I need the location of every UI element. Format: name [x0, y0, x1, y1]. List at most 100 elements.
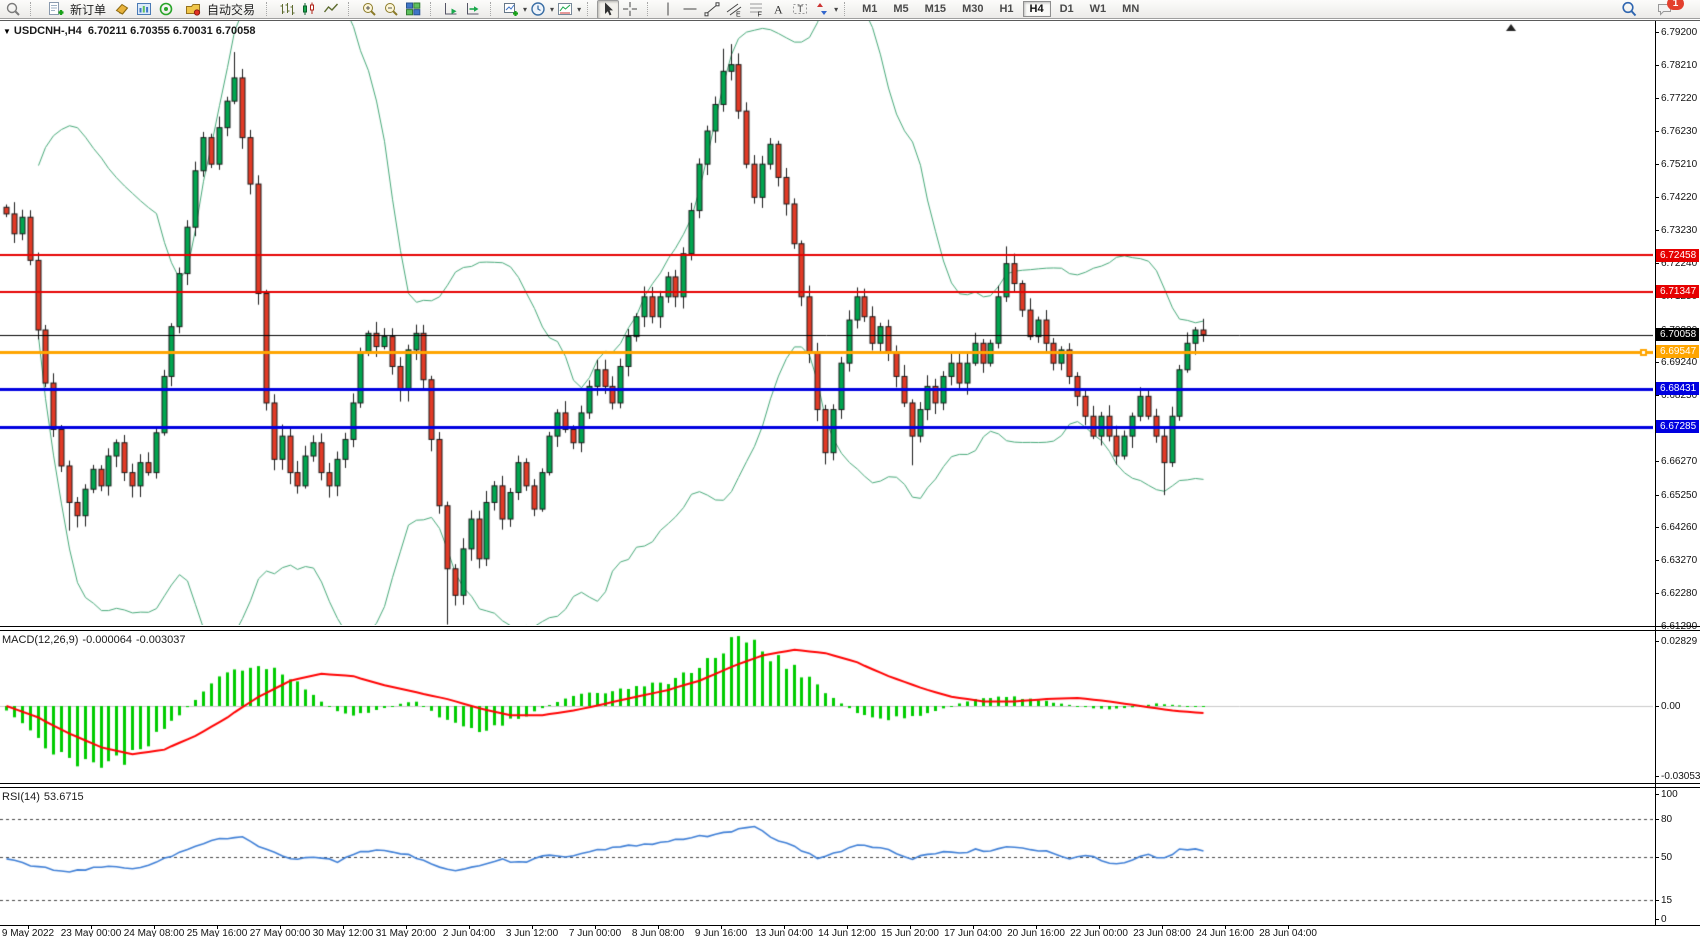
time-axis-tick: [1036, 926, 1037, 929]
time-axis-tick: [1099, 926, 1100, 929]
axis-tick: [1656, 776, 1659, 777]
macd-pane: MACD(12,26,9) -0.000064 -0.003037: [0, 630, 1700, 784]
timeframe-m5[interactable]: M5: [893, 3, 909, 15]
axis-tick: [1656, 900, 1659, 901]
timeframe-clock-icon[interactable]: [527, 0, 549, 19]
timeframe-h1[interactable]: H1: [999, 3, 1014, 15]
new-order-label: 新订单: [70, 2, 107, 17]
text-icon[interactable]: A: [767, 0, 789, 19]
notification-badge[interactable]: 1: [1667, 0, 1684, 10]
vertical-line-icon[interactable]: [657, 0, 679, 19]
time-axis-label: 8 Jun 08:00: [631, 928, 685, 937]
chevron-down-icon[interactable]: ▾: [550, 4, 555, 14]
autotrading-label: 自动交易: [207, 2, 256, 17]
new-order-button[interactable]: 新订单: [40, 1, 111, 18]
search-icon[interactable]: [1618, 0, 1640, 19]
template-icon[interactable]: [554, 0, 576, 19]
time-axis-tick: [406, 926, 407, 929]
zoom-out-icon[interactable]: [380, 0, 402, 19]
label-icon[interactable]: T: [789, 0, 811, 19]
macd-canvas[interactable]: [0, 631, 1653, 783]
rsi-tick-label: 100: [1661, 789, 1678, 800]
time-axis[interactable]: 9 May 2022 23 May 00:00 24 May 08:00 25 May…: [0, 926, 1700, 937]
axis-tick: [1656, 626, 1659, 627]
time-axis-tick: [343, 926, 344, 929]
toolbar-separator: [348, 2, 354, 16]
time-axis-tick: [973, 926, 974, 929]
toolbar-separator: [490, 2, 496, 16]
axis-tick: [1656, 395, 1659, 396]
main-chart-canvas[interactable]: [0, 21, 1653, 625]
candlestick-chart-icon[interactable]: [298, 0, 320, 19]
price-tick-label: 6.62280: [1661, 588, 1698, 599]
arrows-icon[interactable]: [811, 0, 833, 19]
axis-tick: [1656, 527, 1659, 528]
price-tick-label: 6.79200: [1661, 27, 1698, 38]
time-axis-label: 17 Jun 04:00: [944, 928, 1002, 937]
time-axis-label: 23 Jun 08:00: [1133, 928, 1191, 937]
axis-tick: [1656, 65, 1659, 66]
zoom-in-icon[interactable]: [358, 0, 380, 19]
price-tick-label: 6.76230: [1661, 126, 1698, 137]
current-price-badge: 6.70058: [1656, 328, 1699, 341]
axis-tick: [1656, 819, 1659, 820]
price-tick-label: 6.63270: [1661, 555, 1698, 566]
toolbar-separator: [647, 2, 653, 16]
timeframe-w1[interactable]: W1: [1089, 3, 1107, 15]
bar-chart-icon[interactable]: [276, 0, 298, 19]
rsi-label: RSI(14) 53.6715: [2, 791, 84, 803]
axis-tick: [1656, 263, 1659, 264]
cursor-icon[interactable]: [597, 0, 620, 19]
line-chart-icon[interactable]: [320, 0, 342, 19]
crosshair-icon[interactable]: [619, 0, 641, 19]
timeframe-mn[interactable]: MN: [1122, 3, 1140, 15]
fibonacci-icon[interactable]: F: [745, 0, 767, 19]
macd-tick-label: -0.030537: [1661, 771, 1700, 782]
time-axis-label: 30 May 12:00: [312, 928, 374, 937]
chevron-down-icon[interactable]: ▾: [834, 4, 839, 14]
time-axis-label: 24 Jun 16:00: [1196, 928, 1254, 937]
axis-tick: [1656, 560, 1659, 561]
axis-tick: [1656, 164, 1659, 165]
autotrading-button[interactable]: 自动交易: [177, 1, 260, 18]
chevron-down-icon[interactable]: ▾: [523, 4, 528, 14]
price-axis[interactable]: 6.79200 6.78210 6.77220 6.76230 6.75210 6.742…: [1656, 21, 1700, 926]
time-axis-label: 28 Jun 04:00: [1259, 928, 1317, 937]
timeframe-d1[interactable]: D1: [1059, 3, 1074, 15]
price-level-badge: 6.71347: [1656, 285, 1699, 298]
price-tick-label: 6.74220: [1661, 192, 1698, 203]
time-axis-label: 31 May 20:00: [375, 928, 437, 937]
auto-scroll-icon[interactable]: [440, 0, 462, 19]
timeframe-m15[interactable]: M15: [924, 3, 947, 15]
macd-tick-label: 0.02829: [1661, 636, 1698, 647]
svg-text:T: T: [798, 4, 804, 14]
axis-tick: [1656, 495, 1659, 496]
trendline-icon[interactable]: [701, 0, 723, 19]
channel-icon[interactable]: E: [723, 0, 745, 19]
timeframe-m30[interactable]: M30: [962, 3, 984, 15]
timeframe-h4[interactable]: H4: [1022, 1, 1051, 17]
macd-tick-label: 0.00: [1661, 701, 1681, 712]
rsi-canvas[interactable]: [0, 788, 1653, 925]
chart-shift-icon[interactable]: [462, 0, 484, 19]
signal-icon[interactable]: [155, 0, 177, 19]
axis-tick: [1656, 230, 1659, 231]
tile-windows-icon[interactable]: [402, 0, 424, 19]
timeframe-m1[interactable]: M1: [862, 3, 878, 15]
time-axis-tick: [847, 926, 848, 929]
new-chart-icon[interactable]: [500, 0, 522, 19]
price-tick-label: 6.65250: [1661, 490, 1698, 501]
rsi-tick-label: 15: [1661, 895, 1673, 906]
rsi-pane: RSI(14) 53.6715: [0, 787, 1700, 926]
eraser-icon[interactable]: [111, 0, 133, 19]
chevron-down-icon[interactable]: ▾: [577, 4, 582, 14]
autotrade-icon: [182, 0, 204, 19]
toolbar-separator: [844, 2, 850, 16]
price-level-badge: 6.72458: [1656, 249, 1699, 262]
horizontal-line-icon[interactable]: [679, 0, 701, 19]
time-axis-tick: [1225, 926, 1226, 929]
price-level-badge: 6.69547: [1656, 345, 1699, 358]
chart-window-icon[interactable]: [133, 0, 155, 19]
chat-icon[interactable]: 1: [1654, 0, 1684, 19]
time-axis-label: 15 Jun 20:00: [881, 928, 939, 937]
